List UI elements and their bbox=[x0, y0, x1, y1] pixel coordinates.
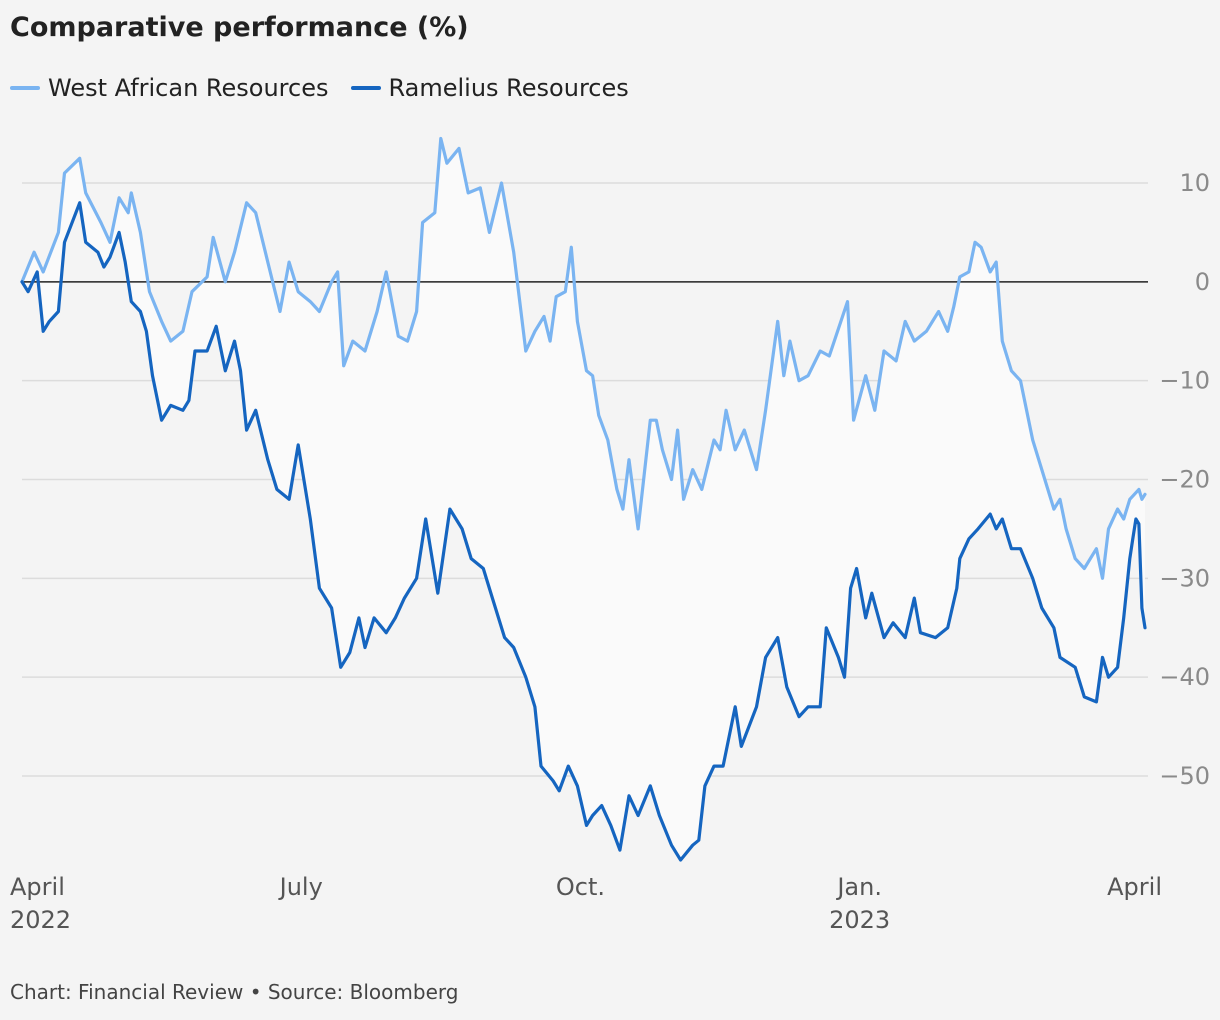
legend-swatch-west-african bbox=[10, 86, 40, 90]
x-tick-label: July bbox=[278, 873, 323, 901]
y-tick-label: −10 bbox=[1159, 367, 1210, 395]
y-tick-label: −20 bbox=[1159, 466, 1210, 494]
series-line-west-african bbox=[20, 136, 1147, 580]
legend-label-west-african: West African Resources bbox=[48, 74, 329, 102]
y-tick-label: 10 bbox=[1179, 169, 1210, 197]
legend-item-west-african: West African Resources bbox=[10, 74, 329, 102]
y-tick-label: −40 bbox=[1159, 663, 1210, 691]
x-tick-label: Oct. bbox=[556, 873, 605, 901]
series-gap-fill bbox=[22, 138, 1145, 860]
legend-item-ramelius: Ramelius Resources bbox=[350, 74, 629, 102]
x-tick-label: April bbox=[10, 873, 65, 901]
legend-label-ramelius: Ramelius Resources bbox=[388, 74, 629, 102]
legend-swatch-ramelius bbox=[350, 86, 381, 90]
series-line-ramelius bbox=[20, 201, 1147, 862]
y-tick-label: 0 bbox=[1195, 268, 1210, 296]
y-tick-label: −30 bbox=[1159, 564, 1210, 592]
chart-footer: Chart: Financial Review • Source: Bloomb… bbox=[10, 980, 459, 1004]
chart-title: Comparative performance (%) bbox=[10, 12, 469, 43]
y-tick-label: −50 bbox=[1159, 762, 1210, 790]
x-tick-label: Jan. bbox=[835, 873, 882, 901]
x-tick-label: 2023 bbox=[829, 906, 890, 934]
x-tick-label: 2022 bbox=[10, 906, 71, 934]
chart-legend: West African Resources Ramelius Resource… bbox=[10, 74, 651, 102]
x-tick-label: April bbox=[1107, 873, 1162, 901]
